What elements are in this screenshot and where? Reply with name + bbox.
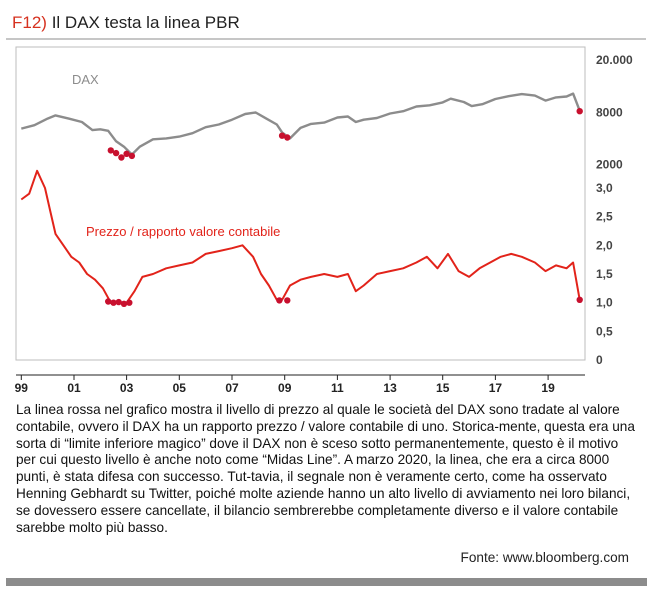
dax-series-line: [20, 92, 581, 156]
dax-axis-tick-label: 2000: [596, 157, 623, 171]
dax-marker-5: [278, 132, 286, 139]
title-text: Il DAX testa la linea PBR: [51, 13, 240, 32]
x-tick-label: 15: [436, 381, 450, 395]
pbr-marker-4: [126, 299, 133, 306]
x-tick-label: 05: [173, 381, 187, 395]
pbr-series-label: Prezzo / rapporto valore contabile: [86, 224, 280, 239]
pbr-marker-1: [110, 299, 117, 306]
chart-title: F12) Il DAX testa la linea PBR: [12, 13, 240, 33]
chart-svg: DAX Prezzo / rapporto valore contabile 20.…: [6, 38, 646, 395]
x-tick-label: 01: [67, 381, 81, 395]
pbr-marker-3: [120, 300, 128, 307]
x-tick-label: 19: [541, 381, 555, 395]
dax-marker-2: [118, 154, 125, 161]
pbr-marker-0: [105, 298, 112, 305]
dax-axis-tick-label: 8000: [596, 106, 623, 120]
pbr-axis-tick-label: 1,5: [596, 267, 613, 281]
dax-series-label: DAX: [72, 72, 99, 87]
dax-marker-4: [128, 152, 136, 160]
dax-marker-6: [284, 134, 291, 141]
x-tick-label: 09: [278, 381, 292, 395]
caption-text: La linea rossa nel grafico mostra il liv…: [16, 402, 635, 535]
x-tick-label: 13: [383, 381, 397, 395]
pbr-marker-7: [576, 296, 583, 303]
pbr-marker-2: [115, 298, 122, 306]
pbr-axis-tick-label: 1,0: [596, 296, 613, 310]
x-tick-label: 03: [120, 381, 134, 395]
x-tick-label: 07: [225, 381, 239, 395]
x-tick-label: 99: [15, 381, 29, 395]
pbr-axis-tick-label: 2,5: [596, 210, 613, 224]
dax-axis-tick-label: 20.000: [596, 53, 633, 67]
plot-border: [15, 46, 586, 361]
pbr-marker-5: [276, 297, 283, 304]
pbr-axis-tick-label: 0: [596, 353, 603, 367]
pbr-axis-tick-label: 3,0: [596, 181, 613, 195]
bottom-bar: [6, 578, 647, 586]
x-tick-label: 17: [489, 381, 503, 395]
figure-tag: F12): [12, 13, 47, 32]
source-text: Fonte: www.bloomberg.com: [460, 550, 629, 565]
x-tick-label: 11: [331, 381, 344, 395]
dax-marker-1: [112, 149, 120, 157]
dax-marker-3: [123, 150, 130, 157]
dax-marker-0: [107, 147, 115, 154]
pbr-axis-tick-label: 0,5: [596, 324, 613, 338]
pbr-marker-6: [284, 297, 291, 304]
pbr-axis-tick-label: 2,0: [596, 238, 613, 252]
dax-marker-7: [576, 108, 583, 115]
